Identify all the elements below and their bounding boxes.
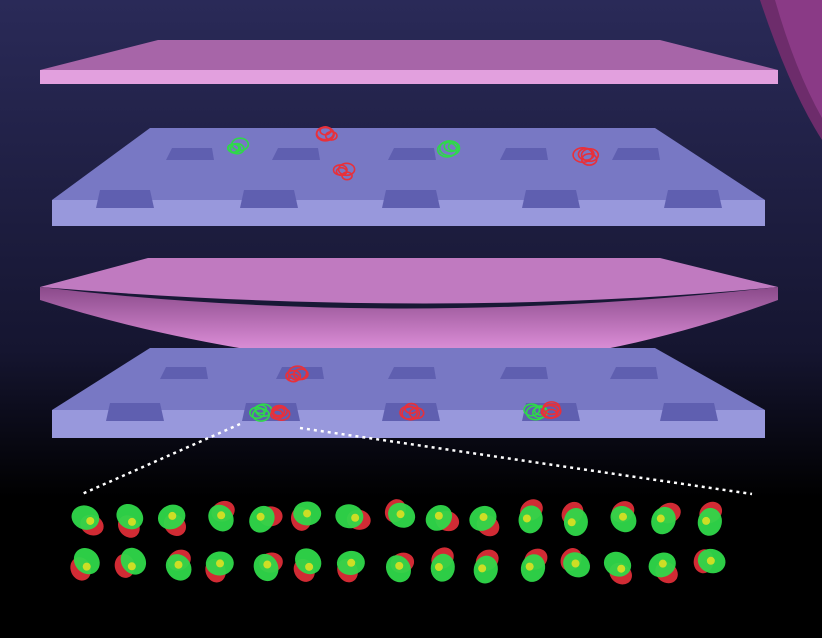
well xyxy=(388,367,436,379)
well xyxy=(382,403,440,421)
micrograph-cell xyxy=(291,501,322,531)
molecule xyxy=(399,405,418,420)
micrograph-cell xyxy=(430,547,455,582)
molecule xyxy=(270,409,284,420)
upper-slab xyxy=(52,126,765,226)
micrograph-cell xyxy=(697,501,723,536)
micrograph-cell xyxy=(70,548,100,581)
well xyxy=(500,367,548,379)
molecule xyxy=(523,403,541,417)
micrograph-cell xyxy=(336,550,365,583)
micrograph-cell xyxy=(651,502,681,535)
lower-molecules xyxy=(249,365,562,422)
micrograph-cell xyxy=(560,548,591,578)
micrograph-cell xyxy=(71,505,104,536)
micrograph-cell xyxy=(385,552,415,583)
molecule xyxy=(408,407,425,420)
deformed-membrane xyxy=(40,258,778,368)
well xyxy=(166,148,214,160)
micrograph-cell xyxy=(425,504,460,532)
well xyxy=(160,367,208,379)
micrograph-cell xyxy=(114,547,147,578)
molecule xyxy=(542,401,561,416)
molecule xyxy=(249,406,266,420)
well xyxy=(272,148,320,160)
micrograph-cell xyxy=(473,549,499,584)
micrograph-cell xyxy=(603,551,632,585)
lower-slab xyxy=(52,348,765,438)
micrograph-cell xyxy=(293,548,322,582)
micrograph-cell xyxy=(165,549,192,581)
micrograph-cell xyxy=(610,501,637,533)
molecule xyxy=(315,126,335,141)
zoom-lines xyxy=(81,422,753,496)
well xyxy=(96,190,154,208)
molecule xyxy=(580,147,600,163)
well xyxy=(240,190,298,208)
micrograph-cell xyxy=(469,505,500,537)
micrograph-cell xyxy=(520,548,548,582)
corner-disc xyxy=(760,0,822,140)
micrograph-cell xyxy=(693,548,726,574)
micrograph-cell xyxy=(648,552,678,584)
micrograph-cell xyxy=(208,500,235,532)
micrograph-cell xyxy=(518,499,543,534)
well xyxy=(660,403,718,421)
molecule xyxy=(229,142,245,155)
molecule xyxy=(332,164,348,176)
upper-molecules xyxy=(226,126,600,181)
micrograph-cell xyxy=(205,551,234,583)
molecule xyxy=(443,140,459,153)
molecule xyxy=(254,404,268,415)
well xyxy=(106,403,164,421)
micrograph-cell xyxy=(561,501,588,536)
well xyxy=(382,190,440,208)
micrograph-cell xyxy=(384,499,416,528)
well xyxy=(522,190,580,208)
lower-wells xyxy=(106,367,718,421)
micrograph-cell xyxy=(253,552,283,582)
fluorescence-micrograph xyxy=(70,499,726,585)
top-membrane xyxy=(40,40,778,84)
well xyxy=(610,367,658,379)
well xyxy=(500,148,548,160)
molecule xyxy=(337,162,356,177)
micrograph-cell xyxy=(249,505,283,533)
well xyxy=(664,190,722,208)
well xyxy=(612,148,660,160)
upper-wells xyxy=(96,148,722,208)
well xyxy=(388,148,436,160)
micrograph-cell xyxy=(335,504,371,530)
molecule xyxy=(285,369,302,383)
micrograph-cell xyxy=(157,504,187,536)
micrograph-cell xyxy=(116,503,144,538)
molecule xyxy=(341,171,353,181)
